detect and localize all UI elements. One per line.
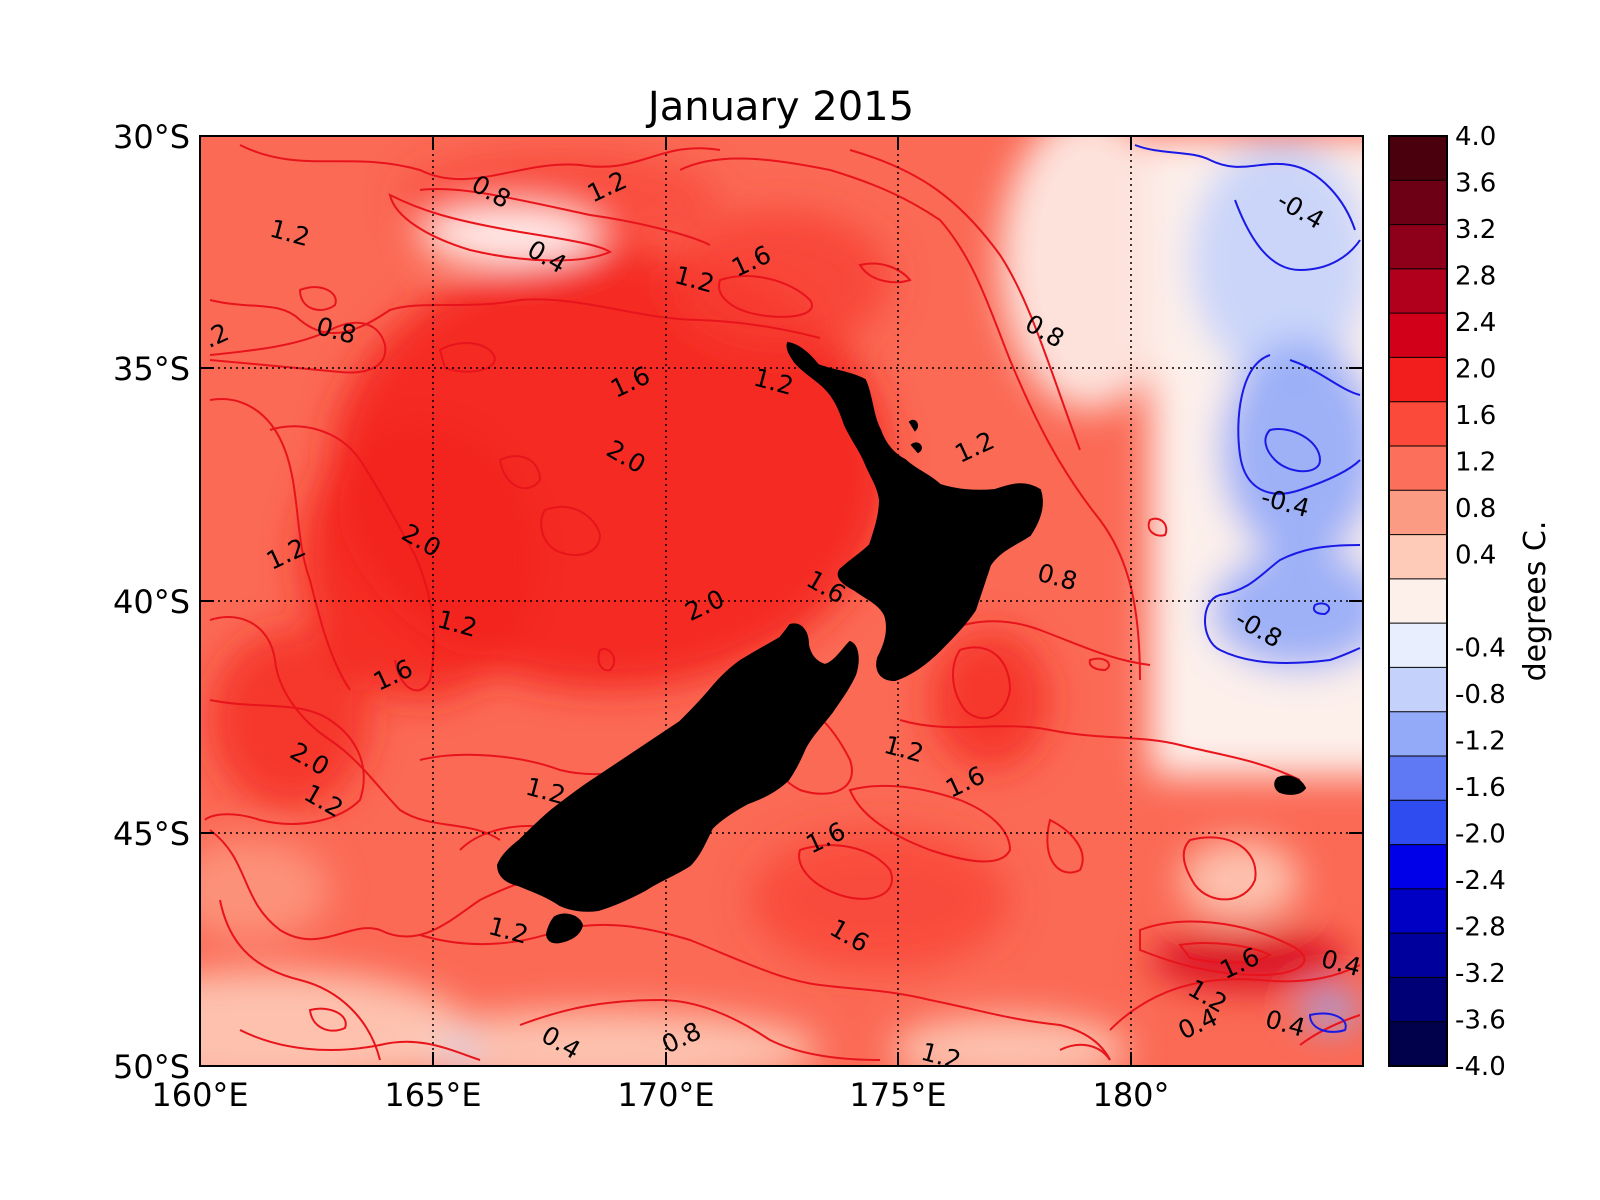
colorbar-tick-label: 3.2 — [1455, 215, 1496, 245]
colorbar-cell — [1389, 977, 1447, 1023]
colorbar-tick-label: -0.8 — [1455, 680, 1506, 710]
colorbar-tick-label: -4.0 — [1455, 1052, 1506, 1082]
colorbar-tick-labels: 4.0 3.6 3.2 2.8 2.4 2.0 1.6 1.2 0.8 0.4 -0.4 -0.8 -1… — [1455, 122, 1506, 1082]
colorbar-cell — [1389, 446, 1447, 491]
colorbar-cell — [1389, 667, 1447, 713]
north-island — [786, 341, 1043, 682]
colorbar-cell — [1389, 933, 1447, 978]
colorbar-tick-label: 3.6 — [1455, 169, 1496, 199]
colorbar-tick-label: -1.2 — [1455, 727, 1506, 757]
y-tick-label: 45°S — [113, 815, 190, 853]
graticule — [200, 136, 1363, 1066]
colorbar-tick-label: -2.8 — [1455, 913, 1506, 943]
colorbar-tick-label: -3.2 — [1455, 959, 1506, 989]
colorbar-cell — [1389, 136, 1447, 181]
colorbar-cell — [1389, 623, 1447, 668]
y-tick-label: 30°S — [113, 118, 190, 156]
colorbar-tick-label: 2.4 — [1455, 308, 1496, 338]
colorbar-cell — [1389, 534, 1447, 580]
colorbar-cell — [1389, 711, 1447, 757]
colorbar-label: degrees C. — [1518, 521, 1553, 682]
colorbar-cell — [1389, 357, 1447, 403]
map-title: January 2015 — [645, 84, 914, 130]
landmass-new-zealand — [496, 341, 1307, 944]
colorbar-cell — [1389, 800, 1447, 846]
colorbar-tick-label: 1.2 — [1455, 448, 1496, 478]
y-tick-label: 40°S — [113, 583, 190, 621]
colorbar-tick-label: 1.6 — [1455, 401, 1496, 431]
colorbar-cell — [1389, 756, 1447, 801]
colorbar: 4.0 3.6 3.2 2.8 2.4 2.0 1.6 1.2 0.8 0.4 -0.4 -0.8 -1… — [1388, 122, 1553, 1082]
y-tick-label: 50°S — [113, 1048, 190, 1086]
colorbar-cell — [1389, 490, 1447, 536]
colorbar-cell — [1389, 1021, 1447, 1067]
colorbar-cells — [1389, 136, 1447, 1067]
x-tick-labels: 160°E 165°E 170°E 175°E 180° — [151, 1076, 1169, 1114]
colorbar-cell — [1389, 578, 1447, 624]
y-tick-labels: 30°S 35°S 40°S 45°S 50°S — [113, 118, 190, 1086]
negative-contours — [1134, 144, 1361, 1033]
x-tick-label: 175°E — [849, 1076, 946, 1114]
anomaly-field: 0.8 1.21.20.4 1.61.2-0.4.2 0.8 0.81.6 1.22.0 1… — [200, 136, 1363, 1066]
x-tick-label: 170°E — [617, 1076, 714, 1114]
colorbar-tick-label: 4.0 — [1455, 122, 1496, 152]
colorbar-cell — [1389, 180, 1447, 226]
colorbar-tick-label: -1.6 — [1455, 773, 1506, 803]
x-tick-label: 160°E — [151, 1076, 248, 1114]
y-tick-label: 35°S — [113, 350, 190, 388]
x-tick-label: 165°E — [384, 1076, 481, 1114]
colorbar-tick-label: -2.4 — [1455, 866, 1506, 896]
colorbar-tick-label: -3.6 — [1455, 1006, 1506, 1036]
colorbar-tick-label: 0.4 — [1455, 541, 1496, 571]
colorbar-tick-label: 0.8 — [1455, 494, 1496, 524]
axis-ticks — [199, 135, 1363, 1067]
colorbar-cell — [1389, 844, 1447, 890]
colorbar-cell — [1389, 268, 1447, 314]
colorbar-tick-label: -2.0 — [1455, 820, 1506, 850]
colorbar-tick-label: 2.0 — [1455, 355, 1496, 385]
colorbar-tick-label: -0.4 — [1455, 634, 1506, 664]
colorbar-cell — [1389, 313, 1447, 358]
stewart-island — [546, 913, 584, 944]
south-island — [496, 623, 859, 912]
colorbar-cell — [1389, 401, 1447, 447]
colorbar-frame — [1388, 135, 1448, 1067]
x-tick-label: 180° — [1092, 1076, 1169, 1114]
anomaly-shading — [200, 136, 1363, 1066]
colorbar-cell — [1389, 888, 1447, 934]
colorbar-tick-label: 2.8 — [1455, 262, 1496, 292]
colorbar-cell — [1389, 224, 1447, 270]
chatham-islands — [1274, 775, 1307, 795]
